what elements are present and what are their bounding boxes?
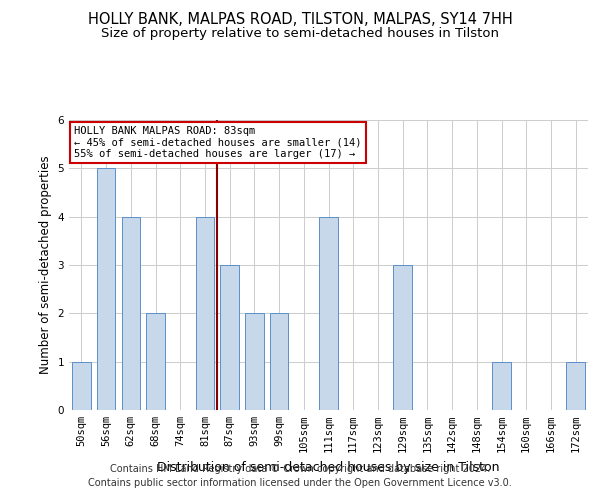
Text: HOLLY BANK, MALPAS ROAD, TILSTON, MALPAS, SY14 7HH: HOLLY BANK, MALPAS ROAD, TILSTON, MALPAS… <box>88 12 512 28</box>
Text: Contains HM Land Registry data © Crown copyright and database right 2024.
Contai: Contains HM Land Registry data © Crown c… <box>88 464 512 487</box>
Bar <box>566 362 585 410</box>
Bar <box>146 314 165 410</box>
Y-axis label: Number of semi-detached properties: Number of semi-detached properties <box>39 156 52 374</box>
Bar <box>245 314 263 410</box>
Bar <box>319 216 338 410</box>
Bar <box>97 168 115 410</box>
Bar <box>72 362 91 410</box>
Bar <box>220 265 239 410</box>
Text: HOLLY BANK MALPAS ROAD: 83sqm
← 45% of semi-detached houses are smaller (14)
55%: HOLLY BANK MALPAS ROAD: 83sqm ← 45% of s… <box>74 126 362 159</box>
Bar <box>270 314 289 410</box>
Bar <box>196 216 214 410</box>
Bar <box>122 216 140 410</box>
Bar <box>394 265 412 410</box>
Text: Size of property relative to semi-detached houses in Tilston: Size of property relative to semi-detach… <box>101 28 499 40</box>
X-axis label: Distribution of semi-detached houses by size in Tilston: Distribution of semi-detached houses by … <box>157 460 500 473</box>
Bar <box>492 362 511 410</box>
